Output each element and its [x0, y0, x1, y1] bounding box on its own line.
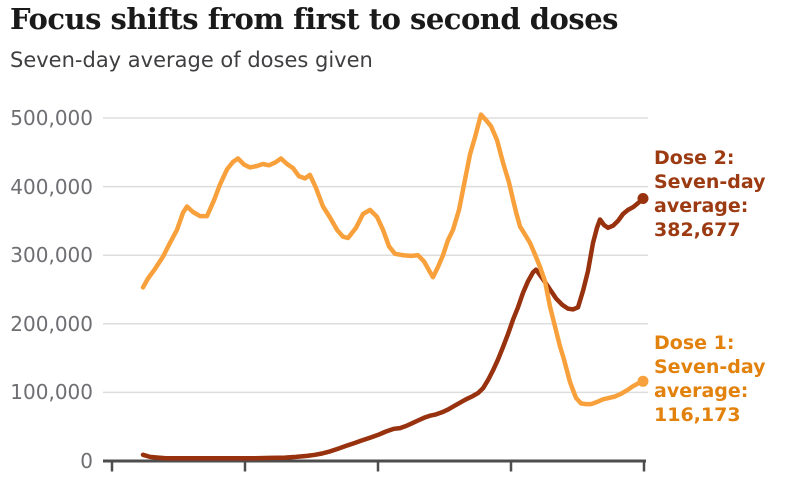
dose1-annotation-value: 116,173: [654, 404, 741, 426]
y-axis-label: 100,000: [10, 380, 93, 404]
dose2-annotation-line: Seven-day: [654, 171, 766, 193]
y-axis-label: 0: [80, 449, 93, 473]
gridlines: [103, 117, 648, 394]
dose1-annotation-line: Dose 1:: [654, 332, 735, 354]
y-axis-label: 400,000: [10, 175, 93, 199]
chart-title: Focus shifts from first to second doses: [10, 2, 619, 36]
dose1-end-dot: [637, 375, 649, 387]
dose2-annotation-line: average:: [654, 195, 749, 217]
dose1-annotation: Dose 1: Seven-day average: 116,173: [654, 331, 804, 427]
y-axis-label: 300,000: [10, 243, 93, 267]
y-axis-label: 500,000: [10, 106, 93, 130]
dose2-annotation-line: Dose 2:: [654, 147, 735, 169]
dose2-line: [140, 196, 646, 461]
x-axis: [103, 459, 646, 472]
chart-subtitle: Seven-day average of doses given: [10, 48, 373, 72]
dose1-line: [140, 112, 646, 407]
dose2-end-dot: [637, 193, 649, 204]
dose1-annotation-line: Seven-day: [654, 356, 766, 378]
dose2-annotation-value: 382,677: [654, 219, 741, 241]
dose1-annotation-line: average:: [654, 380, 749, 402]
y-axis-label: 200,000: [10, 312, 93, 336]
dose2-annotation: Dose 2: Seven-day average: 382,677: [654, 146, 804, 242]
